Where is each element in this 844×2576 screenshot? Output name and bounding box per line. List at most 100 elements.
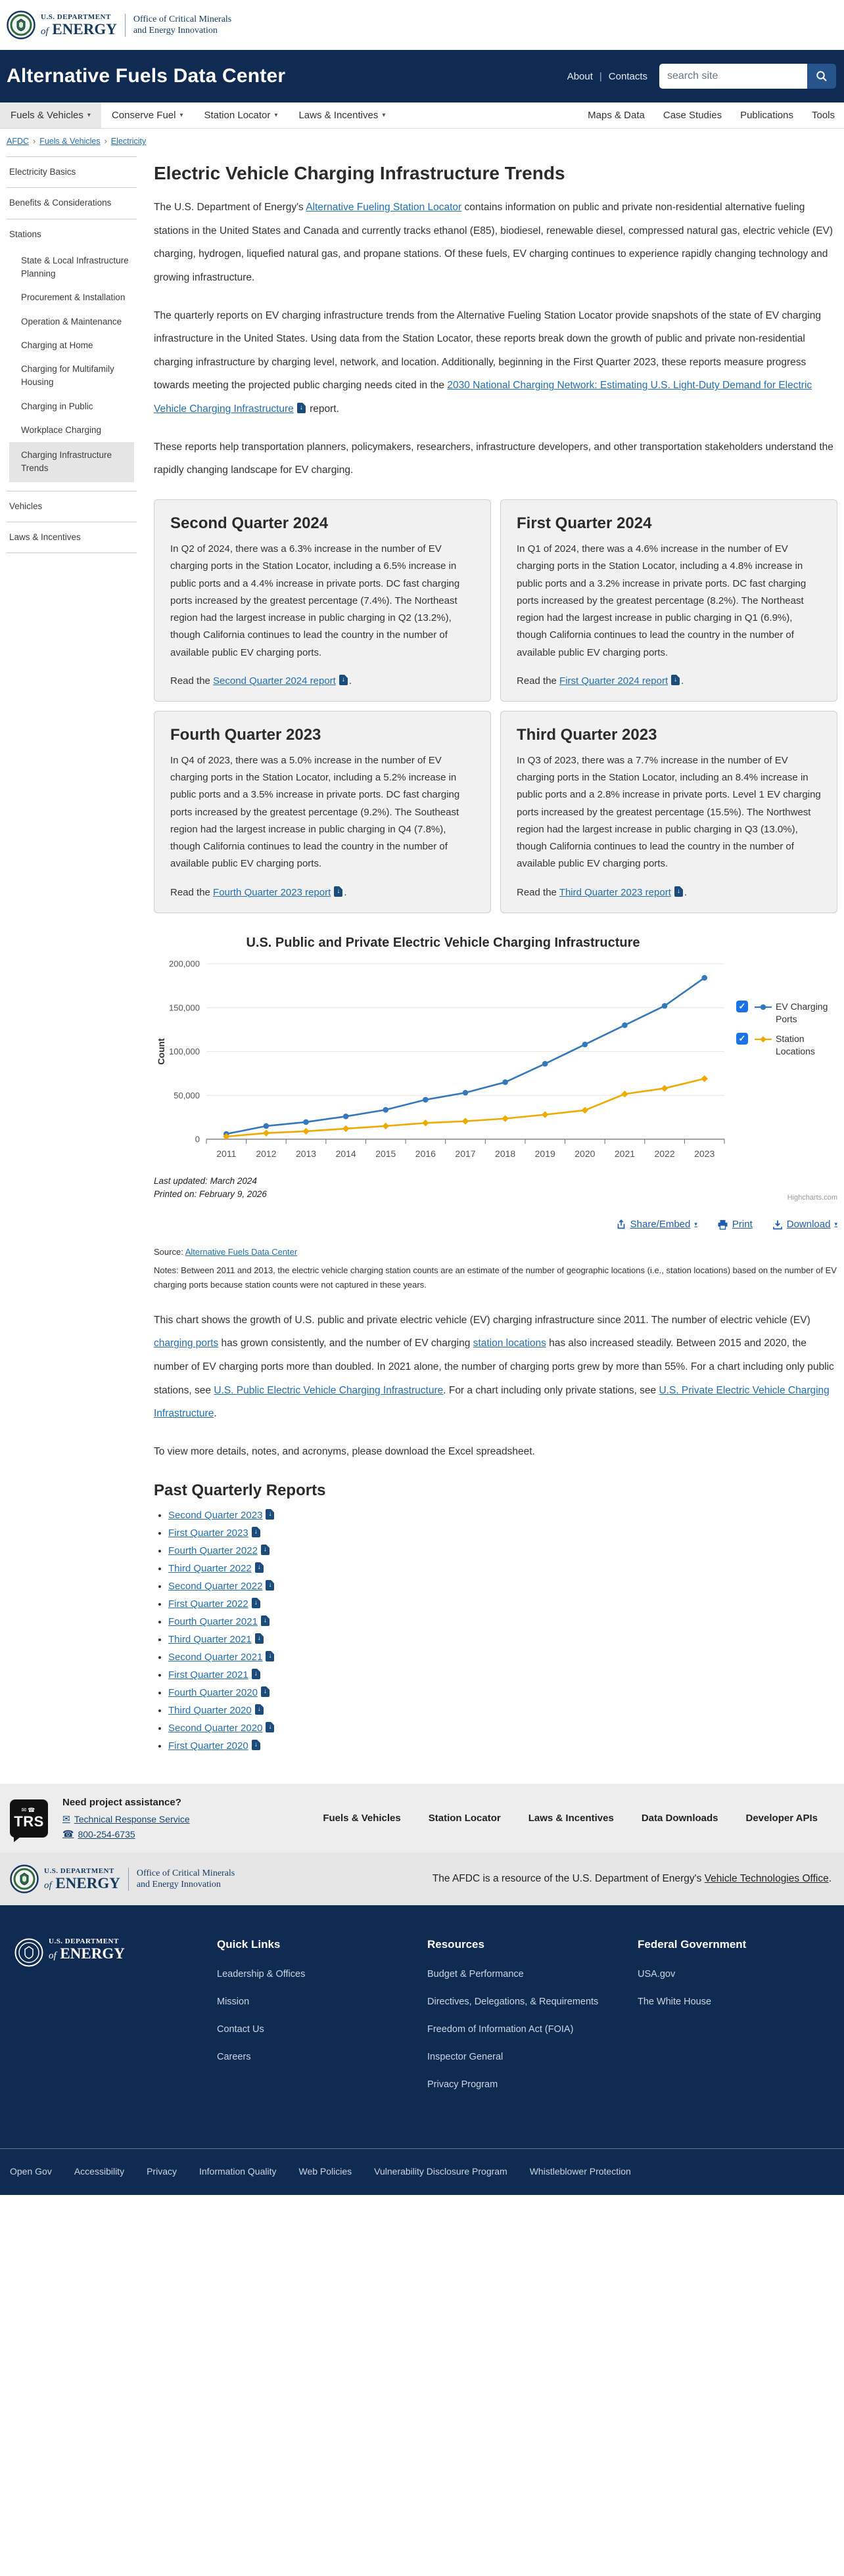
share-embed-button[interactable]: Share/Embed ▾ (616, 1219, 697, 1230)
national-charging-network-link[interactable]: 2030 National Charging Network: Estimati… (154, 380, 812, 415)
sidebar-item-charging-infrastructure-trends[interactable]: Charging Infrastructure Trends (21, 450, 112, 474)
sidebar-item-laws-incentives[interactable]: Laws & Incentives (9, 531, 81, 542)
legal-information-quality[interactable]: Information Quality (199, 2166, 277, 2177)
download-button[interactable]: Download ▾ (772, 1219, 837, 1230)
pdf-download-icon[interactable] (251, 1740, 260, 1751)
report-link-q4-2022[interactable]: Fourth Quarter 2022 (168, 1545, 258, 1557)
prefooter-developer-apis[interactable]: Developer APIs (745, 1813, 818, 1824)
footer-mission[interactable]: Mission (217, 1997, 250, 2008)
legal-whistleblower-protection[interactable]: Whistleblower Protection (529, 2166, 631, 2177)
pdf-download-icon[interactable] (339, 674, 348, 685)
pdf-download-icon[interactable] (254, 1562, 264, 1573)
pdf-download-icon[interactable] (266, 1722, 275, 1733)
footer-privacy-program[interactable]: Privacy Program (427, 2079, 498, 2090)
legal-web-policies[interactable]: Web Policies (298, 2166, 352, 2177)
pdf-download-icon[interactable] (251, 1669, 260, 1680)
nav-publications[interactable]: Publications (740, 110, 793, 121)
legend-item-ev-charging-ports[interactable]: ✓ EV Charging Ports (736, 1000, 836, 1026)
report-link-q3-2022[interactable]: Third Quarter 2022 (168, 1563, 252, 1575)
footer-careers[interactable]: Careers (217, 2052, 251, 2063)
pdf-download-icon[interactable] (251, 1527, 260, 1538)
sidebar-item-charging-multifamily-housing[interactable]: Charging for Multifamily Housing (21, 364, 114, 388)
report-link-q4-2020[interactable]: Fourth Quarter 2020 (168, 1687, 258, 1699)
sidebar-item-charging-in-public[interactable]: Charging in Public (21, 401, 93, 411)
pdf-download-icon[interactable] (674, 886, 683, 897)
pdf-download-icon[interactable] (254, 1704, 264, 1715)
report-link-q2-2023[interactable]: Second Quarter 2023 (168, 1510, 263, 1522)
station-locations-link[interactable]: station locations (473, 1338, 546, 1349)
highcharts-credit[interactable]: Highcharts.com (787, 1194, 837, 1202)
checkbox-checked-icon[interactable]: ✓ (736, 1032, 748, 1045)
report-link-q4-2021[interactable]: Fourth Quarter 2021 (168, 1616, 258, 1628)
footer-white-house[interactable]: The White House (638, 1997, 712, 2008)
legal-open-gov[interactable]: Open Gov (10, 2166, 52, 2177)
breadcrumb-fuels-vehicles[interactable]: Fuels & Vehicles (39, 137, 101, 146)
about-link[interactable]: About (567, 70, 593, 82)
pdf-download-icon[interactable] (266, 1580, 275, 1591)
pdf-download-icon[interactable] (266, 1651, 275, 1662)
sidebar-item-workplace-charging[interactable]: Workplace Charging (21, 424, 102, 435)
sidebar-item-electricity-basics[interactable]: Electricity Basics (9, 167, 76, 177)
nav-maps-data[interactable]: Maps & Data (588, 110, 645, 121)
legal-vulnerability-disclosure[interactable]: Vulnerability Disclosure Program (374, 2166, 507, 2177)
report-link-q1-2020[interactable]: First Quarter 2020 (168, 1740, 248, 1752)
footer-leadership-offices[interactable]: Leadership & Offices (217, 1969, 306, 1980)
sidebar-item-vehicles[interactable]: Vehicles (9, 501, 43, 511)
prefooter-data-downloads[interactable]: Data Downloads (641, 1813, 718, 1824)
q1-2024-report-link[interactable]: First Quarter 2024 report (559, 675, 668, 687)
report-link-q1-2023[interactable]: First Quarter 2023 (168, 1527, 248, 1539)
pdf-download-icon[interactable] (260, 1686, 270, 1698)
report-link-q3-2020[interactable]: Third Quarter 2020 (168, 1705, 252, 1717)
sidebar-item-stations[interactable]: Stations (9, 229, 41, 239)
sidebar-item-benefits-considerations[interactable]: Benefits & Considerations (9, 198, 112, 208)
footer-foia[interactable]: Freedom of Information Act (FOIA) (427, 2024, 574, 2035)
sidebar-item-state-local-infrastructure-planning[interactable]: State & Local Infrastructure Planning (21, 255, 129, 279)
footer-budget-performance[interactable]: Budget & Performance (427, 1969, 524, 1980)
report-link-q2-2021[interactable]: Second Quarter 2021 (168, 1652, 263, 1663)
prefooter-laws-incentives[interactable]: Laws & Incentives (528, 1813, 614, 1824)
report-link-q3-2021[interactable]: Third Quarter 2021 (168, 1634, 252, 1646)
nav-tools[interactable]: Tools (811, 110, 835, 121)
q4-2023-report-link[interactable]: Fourth Quarter 2023 report (213, 886, 331, 898)
source-link[interactable]: Alternative Fuels Data Center (185, 1247, 298, 1257)
pdf-download-icon[interactable] (266, 1509, 275, 1520)
q3-2023-report-link[interactable]: Third Quarter 2023 report (559, 886, 671, 898)
pdf-download-icon[interactable] (260, 1616, 270, 1627)
legal-privacy[interactable]: Privacy (147, 2166, 177, 2177)
nav-station-locator[interactable]: Station Locator ▾ (204, 110, 278, 121)
nav-conserve-fuel[interactable]: Conserve Fuel ▾ (111, 110, 183, 121)
breadcrumb-afdc[interactable]: AFDC (7, 137, 30, 146)
pdf-download-icon[interactable] (254, 1633, 264, 1644)
footer-inspector-general[interactable]: Inspector General (427, 2052, 504, 2063)
nav-fuels-vehicles[interactable]: Fuels & Vehicles ▾ (0, 102, 101, 128)
pdf-download-icon[interactable] (296, 403, 306, 414)
report-link-q2-2022[interactable]: Second Quarter 2022 (168, 1581, 263, 1593)
nav-case-studies[interactable]: Case Studies (663, 110, 722, 121)
charging-ports-link[interactable]: charging ports (154, 1338, 219, 1349)
public-ev-chart-link[interactable]: U.S. Public Electric Vehicle Charging In… (214, 1384, 444, 1396)
phone-link[interactable]: ☎ 800-254-6735 (62, 1828, 135, 1840)
station-locator-link[interactable]: Alternative Fueling Station Locator (306, 202, 462, 213)
sidebar-item-procurement-installation[interactable]: Procurement & Installation (21, 292, 126, 303)
q2-2024-report-link[interactable]: Second Quarter 2024 report (213, 675, 336, 687)
pdf-download-icon[interactable] (260, 1545, 270, 1556)
vehicle-technologies-office-link[interactable]: Vehicle Technologies Office (704, 1873, 829, 1885)
footer-usa-gov[interactable]: USA.gov (638, 1969, 676, 1980)
nav-laws-incentives[interactable]: Laws & Incentives ▾ (298, 110, 386, 121)
checkbox-checked-icon[interactable]: ✓ (736, 1000, 748, 1012)
print-button[interactable]: Print (717, 1219, 753, 1230)
footer-contact-us[interactable]: Contact Us (217, 2024, 264, 2035)
search-button[interactable] (807, 64, 836, 89)
pdf-download-icon[interactable] (671, 674, 680, 685)
prefooter-station-locator[interactable]: Station Locator (428, 1813, 501, 1824)
breadcrumb-electricity[interactable]: Electricity (110, 137, 147, 146)
technical-response-service-link[interactable]: ✉ Technical Response Service (62, 1813, 190, 1824)
pdf-download-icon[interactable] (251, 1598, 260, 1609)
pdf-download-icon[interactable] (334, 886, 343, 897)
contacts-link[interactable]: Contacts (608, 70, 647, 82)
private-ev-chart-link[interactable]: U.S. Private Electric Vehicle Charging I… (154, 1384, 830, 1420)
sidebar-item-charging-at-home[interactable]: Charging at Home (21, 340, 93, 350)
sidebar-item-operation-maintenance[interactable]: Operation & Maintenance (21, 316, 122, 327)
prefooter-fuels-vehicles[interactable]: Fuels & Vehicles (323, 1813, 401, 1824)
legend-item-station-locations[interactable]: ✓ Station Locations (736, 1032, 836, 1058)
